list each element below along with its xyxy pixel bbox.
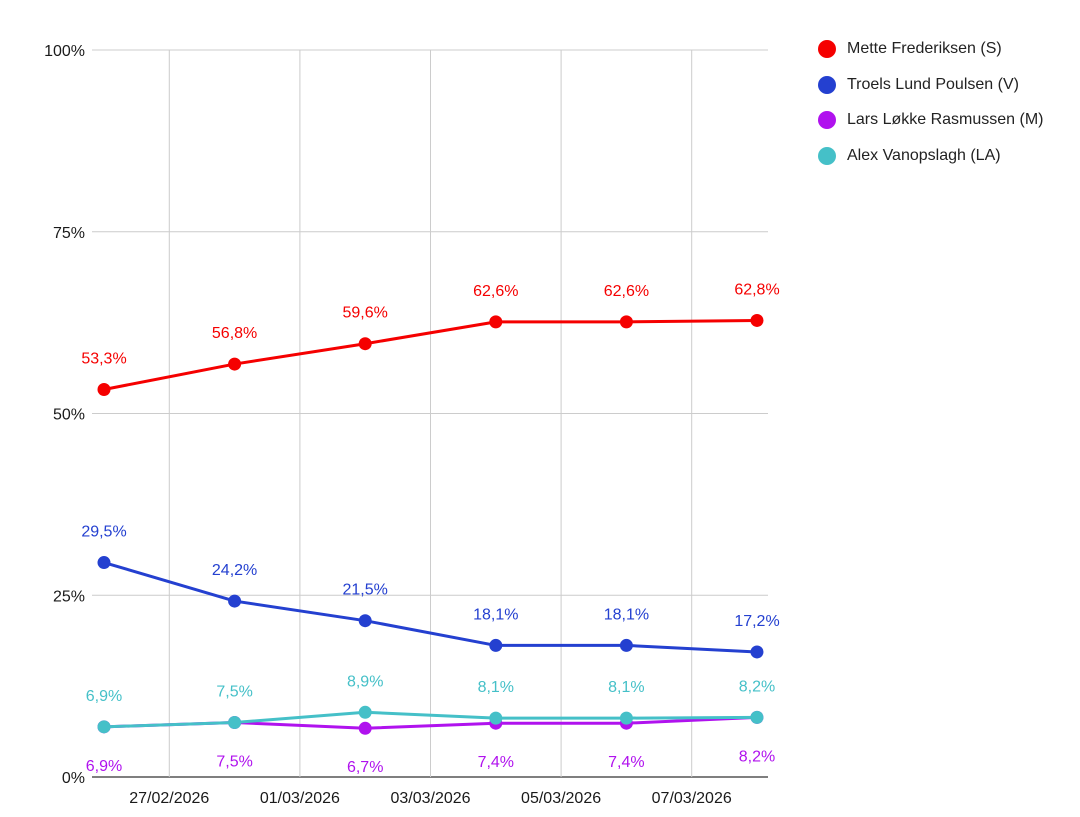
legend-item-troels-lund-poulsen[interactable]: Troels Lund Poulsen (V) [818,74,1044,96]
data-point [489,315,503,329]
data-label-mette-frederiksen: 59,6% [343,305,388,322]
data-label-lars-lokke-rasmussen: 6,9% [86,758,122,775]
data-label-lars-lokke-rasmussen: 7,4% [608,754,644,771]
data-labels: 53,3% 56,8% 59,6% 62,6% 62,6% 62,8% 29,5… [81,281,779,776]
data-point [750,313,764,327]
x-axis-ticks: 27/02/2026 01/03/2026 03/03/2026 05/03/2… [129,790,732,807]
legend-marker-icon [818,40,836,58]
legend-marker-icon [818,111,836,129]
data-point [619,711,633,725]
x-tick-label: 03/03/2026 [390,790,470,807]
y-tick-label: 25% [53,588,85,605]
data-point [97,383,111,397]
legend-label: Alex Vanopslagh (LA) [847,146,1001,164]
data-point [358,614,372,628]
data-point [97,556,111,570]
data-label-troels-lund-poulsen: 21,5% [343,582,388,599]
y-axis-ticks: 0% 25% 50% 75% 100% [44,43,85,787]
grid-lines [92,49,768,778]
data-point [228,715,242,729]
series-line [103,561,758,654]
data-label-mette-frederiksen: 62,6% [604,283,649,300]
data-label-lars-lokke-rasmussen: 7,5% [216,753,252,770]
data-label-troels-lund-poulsen: 18,1% [473,606,518,623]
x-tick-label: 07/03/2026 [652,790,732,807]
data-label-troels-lund-poulsen: 18,1% [604,606,649,623]
x-tick-label: 01/03/2026 [260,790,340,807]
legend-item-alex-vanopslagh[interactable]: Alex Vanopslagh (LA) [818,145,1044,167]
y-tick-label: 100% [44,43,85,60]
legend-item-mette-frederiksen[interactable]: Mette Frederiksen (S) [818,38,1044,60]
y-tick-label: 0% [62,770,85,787]
series-line [103,710,758,729]
data-label-mette-frederiksen: 56,8% [212,325,257,342]
data-point [750,645,764,659]
x-tick-label: 05/03/2026 [521,790,601,807]
data-label-alex-vanopslagh: 8,1% [608,679,644,696]
legend-marker-icon [818,75,836,94]
data-point [97,720,111,734]
x-tick-label: 27/02/2026 [129,790,209,807]
data-label-troels-lund-poulsen: 24,2% [212,562,257,579]
data-point [619,315,633,329]
legend-item-lars-lokke-rasmussen[interactable]: Lars Løkke Rasmussen (M) [818,109,1044,131]
data-point [358,705,372,719]
data-label-lars-lokke-rasmussen: 8,2% [739,748,775,765]
data-point [358,337,372,351]
data-label-alex-vanopslagh: 8,1% [478,679,514,696]
legend-label: Mette Frederiksen (S) [847,40,1002,57]
legend-label: Lars Løkke Rasmussen (M) [847,111,1044,128]
data-label-troels-lund-poulsen: 17,2% [734,613,779,630]
data-label-mette-frederiksen: 62,8% [734,281,779,298]
data-label-mette-frederiksen: 53,3% [81,351,126,368]
data-point [228,357,242,371]
data-label-mette-frederiksen: 62,6% [473,283,518,300]
series-layer [97,313,764,735]
data-label-lars-lokke-rasmussen: 7,4% [478,754,514,771]
legend-marker-icon [818,146,836,165]
series-line [103,318,758,391]
data-point [619,638,633,652]
legend-label: Troels Lund Poulsen (V) [847,75,1019,93]
data-label-troels-lund-poulsen: 29,5% [81,524,126,541]
data-label-alex-vanopslagh: 8,2% [739,678,775,695]
data-label-lars-lokke-rasmussen: 6,7% [347,759,383,776]
data-label-alex-vanopslagh: 6,9% [86,688,122,705]
data-point [358,721,372,735]
data-point [228,594,242,608]
data-point [489,638,503,652]
data-point [489,711,503,725]
y-tick-label: 75% [53,225,85,242]
data-label-alex-vanopslagh: 7,5% [216,683,252,700]
chart-legend: Mette Frederiksen (S) Troels Lund Poulse… [818,38,1044,180]
data-point [750,710,764,724]
data-label-alex-vanopslagh: 8,9% [347,673,383,690]
y-tick-label: 50% [53,407,85,424]
